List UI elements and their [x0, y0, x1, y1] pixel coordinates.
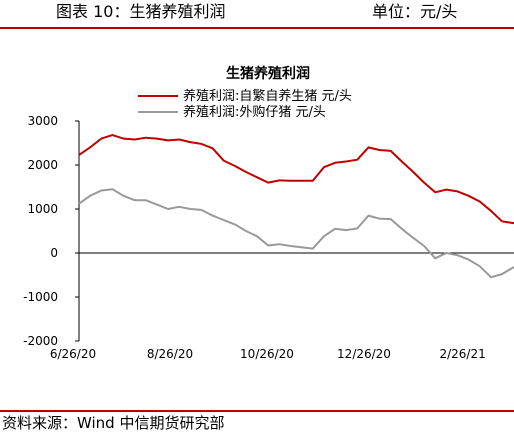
bottom-divider: [0, 410, 514, 412]
top-divider: [0, 27, 514, 29]
y-tick-label: 1000: [27, 202, 58, 216]
x-tick-label: 12/26/20: [337, 347, 391, 361]
series-line-2: [78, 188, 514, 279]
y-tick-label: -2000: [23, 334, 58, 348]
chart-title: 生猪养殖利润: [226, 65, 310, 82]
y-tick-label: 2000: [27, 158, 58, 172]
legend-label-1: 养殖利润:自繁自养生猪 元/头: [183, 88, 352, 104]
legend-label-2: 养殖利润:外购仔猪 元/头: [183, 104, 326, 120]
x-tick-label: 8/26/20: [147, 347, 193, 361]
y-tick-label: 3000: [27, 114, 58, 128]
figure-title: 图表 10：生猪养殖利润: [56, 2, 226, 21]
series-line-1: [78, 134, 514, 225]
y-tick-label: -1000: [23, 290, 58, 304]
source-note: 资料来源：Wind 中信期货研究部: [2, 414, 225, 432]
unit-label: 单位：元/头: [372, 2, 458, 21]
x-tick-label: 10/26/20: [240, 347, 294, 361]
x-tick-label: 2/26/21: [439, 347, 485, 361]
x-tick-label: 6/26/20: [50, 347, 96, 361]
y-tick-label: 0: [50, 246, 58, 260]
